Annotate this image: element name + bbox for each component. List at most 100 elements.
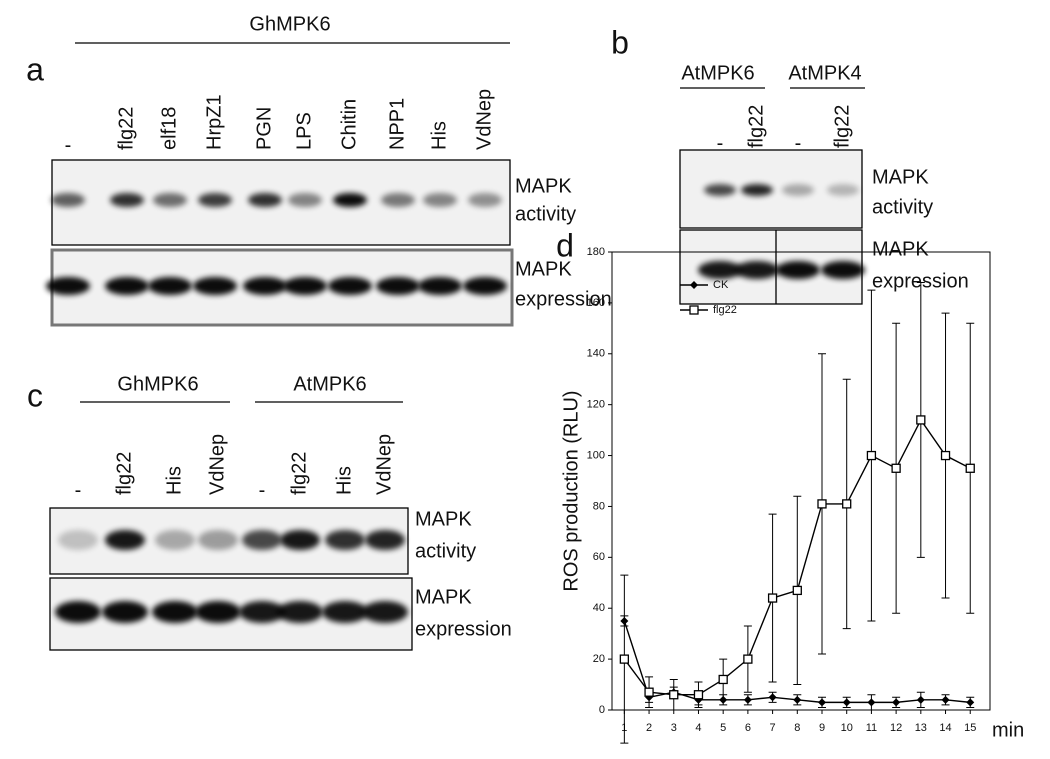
blot-band (153, 193, 187, 207)
x-tick-label: 6 (745, 722, 751, 734)
row-label: activity (415, 540, 476, 562)
lane-label: - (65, 134, 72, 156)
data-point (817, 499, 827, 509)
data-point (669, 690, 679, 700)
data-point (866, 450, 877, 461)
blot-band (148, 277, 192, 295)
x-tick-label: 9 (819, 722, 825, 734)
data-point (842, 499, 852, 509)
y-tick-label: 140 (587, 348, 605, 360)
blot-band (102, 601, 148, 623)
lane-label: Chitin (338, 99, 360, 150)
y-tick-label: 20 (593, 653, 605, 665)
y-tick-label: 160 (587, 297, 605, 309)
data-point (792, 585, 802, 596)
data-point (867, 698, 876, 707)
lane-label: VdNep (373, 434, 395, 495)
plot-frame (611, 251, 991, 711)
data-point (892, 698, 901, 707)
data-point (693, 690, 704, 700)
lane-label: elf18 (158, 107, 180, 150)
group-label: GhMPK6 (117, 373, 198, 395)
blot-band (152, 601, 198, 623)
lane-label: HrpZ1 (203, 94, 225, 150)
blot-band (365, 530, 405, 550)
blot-band (325, 530, 365, 550)
blot-band (463, 277, 507, 295)
blot-band (821, 261, 865, 279)
blot-band (277, 601, 323, 623)
row-label: MAPK (515, 258, 572, 280)
data-point (718, 674, 728, 685)
y-tick-label: 80 (593, 500, 605, 512)
data-point (743, 695, 752, 704)
blot-band (195, 601, 241, 623)
blot-band (704, 184, 736, 196)
panel-label: c (27, 377, 43, 413)
blot-band (105, 530, 145, 550)
lane-label: His (163, 466, 185, 495)
row-label: MAPK (415, 508, 472, 530)
blot-band (333, 193, 367, 207)
lane-label: LPS (293, 112, 315, 150)
blot-band (322, 601, 368, 623)
y-tick-label: 100 (587, 449, 605, 461)
data-point (941, 695, 950, 704)
legend-marker (689, 305, 699, 315)
blot-band (782, 184, 814, 196)
x-tick-label: 12 (890, 722, 902, 734)
row-label: expression (515, 288, 612, 310)
lane-label: His (333, 466, 355, 495)
blot-band (198, 193, 232, 207)
x-tick-label: 8 (794, 722, 800, 734)
legend-label: flg22 (713, 304, 737, 316)
x-tick-label: 11 (866, 722, 877, 734)
lane-label: VdNep (473, 89, 495, 150)
blot-band (55, 601, 101, 623)
data-point (916, 695, 925, 704)
data-point (768, 693, 777, 702)
blot-band (381, 193, 415, 207)
y-tick-label: 0 (599, 704, 605, 716)
group-label: AtMPK6 (681, 62, 754, 84)
y-axis-label: ROS production (RLU) (560, 390, 582, 591)
lane-label: His (428, 121, 450, 150)
x-axis-label: min (992, 719, 1024, 741)
row-label: expression (872, 270, 969, 292)
row-label: activity (515, 203, 576, 225)
blot-band (51, 193, 85, 207)
x-tick-label: 13 (915, 722, 927, 734)
data-point (767, 593, 778, 603)
x-tick-label: 7 (770, 722, 776, 734)
y-tick-label: 40 (593, 602, 605, 614)
lane-label: NPP1 (386, 98, 408, 150)
lane-label: flg22 (113, 452, 135, 495)
group-label: AtMPK4 (788, 62, 861, 84)
blot-band (155, 530, 195, 550)
blot-band (376, 277, 420, 295)
legend-label: CK (713, 279, 729, 291)
x-tick-label: 14 (939, 722, 951, 734)
group-label: AtMPK6 (293, 373, 366, 395)
data-point (644, 687, 654, 697)
blot-band (280, 530, 320, 550)
data-point (916, 415, 926, 425)
lane-label: flg22 (115, 107, 137, 150)
blot-band (46, 277, 90, 295)
lane-label: - (795, 132, 802, 154)
blot-band (110, 193, 144, 207)
data-point (965, 463, 975, 473)
data-point (818, 698, 826, 707)
blot-band (243, 277, 287, 295)
row-label: MAPK (415, 586, 472, 608)
blot-band (242, 530, 282, 550)
y-tick-label: 180 (587, 246, 605, 258)
blot-band (735, 261, 779, 279)
data-point (891, 463, 901, 473)
x-tick-label: 5 (720, 722, 726, 734)
data-point (966, 698, 975, 707)
blot-band (198, 530, 238, 550)
blot-band (328, 277, 372, 295)
lane-label: - (75, 479, 82, 501)
